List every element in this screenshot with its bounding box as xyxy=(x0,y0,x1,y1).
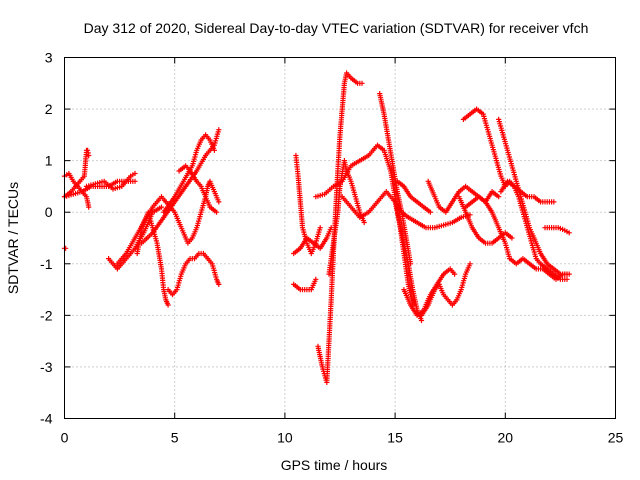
y-axis-label: SDTVAR / TECUs xyxy=(5,182,21,294)
series-s23 xyxy=(418,261,473,318)
x-axis-label: GPS time / hours xyxy=(281,457,388,473)
y-tick-label: 1 xyxy=(45,153,53,169)
x-tick-label: 20 xyxy=(498,430,514,446)
y-tick-labels: -4 -3 -2 -1 0 1 2 3 xyxy=(40,50,53,427)
series-s28 xyxy=(463,194,572,282)
data-point-markers xyxy=(83,170,138,192)
series-s32 xyxy=(542,225,572,236)
data-point-markers xyxy=(392,199,473,231)
x-tick-label: 25 xyxy=(608,430,624,446)
axis-ticks xyxy=(64,57,616,419)
data-point-markers xyxy=(418,261,473,318)
data-point-markers xyxy=(394,178,433,215)
x-tick-labels: 0 5 10 15 20 25 xyxy=(61,430,624,446)
data-point-markers xyxy=(61,245,69,251)
series-s4 xyxy=(83,170,138,192)
series-s14 xyxy=(291,276,319,293)
x-tick-label: 5 xyxy=(171,430,179,446)
data-point-markers xyxy=(293,152,323,257)
data-point-markers xyxy=(163,178,222,246)
plot-frame xyxy=(64,57,616,419)
data-point-markers xyxy=(463,194,572,282)
series-s30 xyxy=(496,116,570,277)
series-s31 xyxy=(498,178,557,205)
data-point-markers xyxy=(496,116,570,277)
data-point-markers xyxy=(456,194,515,246)
series-s21 xyxy=(377,91,414,267)
data-point-markers xyxy=(165,250,222,298)
x-tick-label: 15 xyxy=(387,430,403,446)
series-s16 xyxy=(293,152,323,257)
data-point-markers xyxy=(291,276,319,293)
series-s27 xyxy=(456,194,515,246)
y-tick-label: 0 xyxy=(45,204,53,220)
data-point-markers xyxy=(326,158,367,277)
series-s9 xyxy=(165,250,222,298)
x-tick-label: 10 xyxy=(277,430,293,446)
y-tick-label: 3 xyxy=(45,50,53,66)
series-s18 xyxy=(326,158,367,277)
series-s25 xyxy=(394,178,433,215)
y-tick-label: -4 xyxy=(40,411,53,427)
y-tick-label: -1 xyxy=(40,256,53,272)
data-point-markers xyxy=(498,178,557,205)
chart-title: Day 312 of 2020, Sidereal Day-to-day VTE… xyxy=(84,20,589,36)
series-s5 xyxy=(61,245,69,251)
series-s8 xyxy=(134,209,171,308)
series-s13 xyxy=(163,178,222,246)
data-point-markers xyxy=(134,209,171,308)
series-s24 xyxy=(392,199,473,231)
y-tick-label: -2 xyxy=(40,307,53,323)
x-tick-label: 0 xyxy=(61,430,69,446)
y-tick-label: -3 xyxy=(40,359,53,375)
data-point-markers xyxy=(377,91,414,267)
data-point-markers xyxy=(542,225,572,236)
data-marks xyxy=(61,70,572,385)
y-tick-label: 2 xyxy=(45,101,53,117)
